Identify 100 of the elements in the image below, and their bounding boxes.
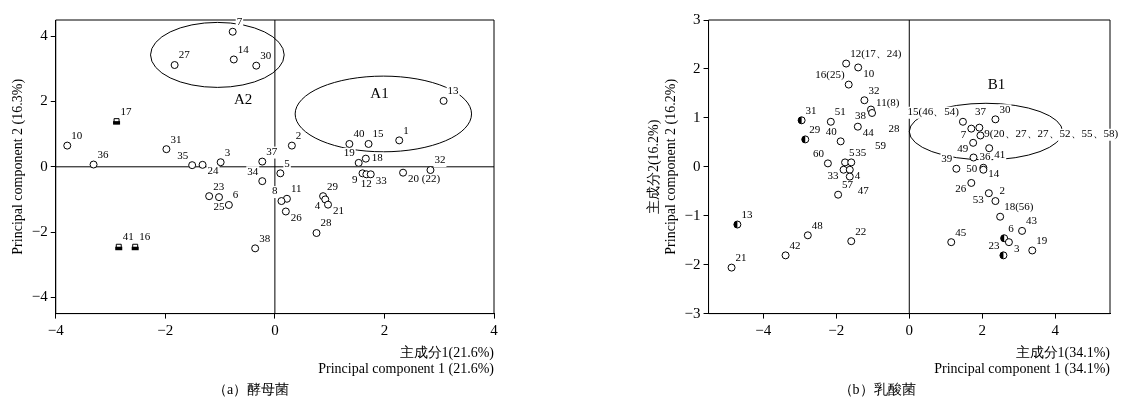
text: （b）乳酸菌 xyxy=(838,382,916,398)
annotation: 2 xyxy=(999,184,1005,197)
y-tick-label: 4 xyxy=(40,27,49,44)
annotation: 59 xyxy=(874,138,887,151)
x-tick-label: 0 xyxy=(905,321,914,338)
annotation: A1 xyxy=(370,85,389,102)
annotation: 9 xyxy=(352,172,359,185)
annotation: 32 xyxy=(434,153,446,166)
annotation: 4 xyxy=(854,169,861,182)
annotation: 40 xyxy=(825,124,838,137)
annotation: 35 xyxy=(855,145,867,158)
y-tick-label: 2 xyxy=(693,59,701,76)
annotation: 23 xyxy=(988,238,1000,251)
annotation: 27 xyxy=(178,48,191,61)
annotation: 14 xyxy=(988,167,1000,180)
x-tick-label: −2 xyxy=(157,321,174,338)
annotation: 28 xyxy=(320,216,333,229)
annotation: 36 xyxy=(97,147,110,160)
x-tick-label: 2 xyxy=(978,321,987,338)
annotation: 3 xyxy=(224,145,231,158)
annotation: 31 xyxy=(170,132,182,145)
annotation: 15(46、54) xyxy=(907,105,960,119)
annotation: 48 xyxy=(811,218,824,231)
annotation: 49 xyxy=(957,142,969,155)
annotation: 10 xyxy=(71,128,83,141)
y-tick-label: 2 xyxy=(40,92,48,109)
y-axis-title: 主成分2(16.2%) Principal component 2 (16.2%) xyxy=(646,78,679,255)
annotation: 21 xyxy=(333,204,345,217)
annotation: 37 xyxy=(974,104,987,117)
annotation: 41 xyxy=(994,147,1006,160)
annotation: 6 xyxy=(1008,221,1015,234)
annotation: 16 xyxy=(139,230,151,243)
annotation: 36 xyxy=(979,149,992,162)
annotation: 33 xyxy=(375,173,388,186)
annotation: 12(17、24) xyxy=(850,46,902,60)
annotation: 11(8) xyxy=(876,96,900,110)
annotation: 3 xyxy=(1013,241,1020,254)
annotation: 50 xyxy=(966,162,978,175)
annotation: 13 xyxy=(447,84,460,97)
annotation: 43 xyxy=(1026,214,1038,227)
annotation: 42 xyxy=(789,238,801,251)
text: （a）酵母菌 xyxy=(212,382,290,398)
x-axis-title: 主成分1(21.6%) Principal component 1 (21.6%) xyxy=(318,344,495,378)
x-tick-label: −2 xyxy=(828,321,845,338)
annotation: 25 xyxy=(213,199,225,212)
annotation: 24 xyxy=(207,164,220,177)
annotation: 20 (22) xyxy=(408,172,441,186)
annotation: 23 xyxy=(213,179,225,192)
annotation: 4 xyxy=(314,198,321,211)
annotation: 41 xyxy=(122,230,134,243)
y-tick-label: −1 xyxy=(684,206,701,223)
x-tick-label: 0 xyxy=(271,321,279,338)
y-tick-label: −4 xyxy=(31,288,49,305)
annotation: 29 xyxy=(327,179,339,192)
y-tick-label: 1 xyxy=(693,108,701,125)
y-tick-label: −3 xyxy=(684,304,701,321)
annotation: 28 xyxy=(888,121,900,134)
annotation: 22 xyxy=(855,224,867,237)
annotation: 32 xyxy=(868,83,880,96)
annotation: 12 xyxy=(360,176,372,189)
annotation: 34 xyxy=(247,164,259,177)
annotation: 1 xyxy=(403,123,409,136)
annotation: 26 xyxy=(955,182,967,195)
x-axis-title: 主成分1(34.1%) Principal component 1 (34.1%) xyxy=(934,344,1111,378)
annotation: 35 xyxy=(177,148,189,161)
annotation: 18(56) xyxy=(1004,200,1034,214)
annotation: A2 xyxy=(233,90,253,107)
annotation: 57 xyxy=(842,178,854,191)
annotation: 38 xyxy=(259,231,271,244)
y-tick-label: 3 xyxy=(693,10,701,27)
annotation: 31 xyxy=(805,103,817,116)
annotation: 29 xyxy=(809,122,821,135)
annotation: 51 xyxy=(834,105,846,118)
annotation: 14 xyxy=(237,42,250,55)
annotation: 11 xyxy=(290,182,302,195)
annotation: 33 xyxy=(827,169,840,182)
y-tick-label: −2 xyxy=(684,255,701,272)
x-tick-label: 4 xyxy=(1051,321,1060,338)
annotation: 60 xyxy=(812,146,825,159)
x-tick-label: 4 xyxy=(490,321,499,338)
annotation: 17 xyxy=(120,104,133,117)
annotation: 38 xyxy=(854,108,867,121)
annotation: 44 xyxy=(862,126,875,139)
annotation: 15 xyxy=(372,127,385,140)
annotation: 7 xyxy=(960,128,967,141)
annotation: 10 xyxy=(863,66,875,79)
annotation: 8 xyxy=(271,184,278,197)
annotation: 40 xyxy=(353,127,365,140)
y-tick-label: −2 xyxy=(31,222,48,239)
annotation: 7 xyxy=(236,15,243,28)
x-tick-label: 2 xyxy=(380,321,389,338)
annotation: 16(25) xyxy=(815,67,846,81)
annotation: 37 xyxy=(266,144,278,157)
annotation: 26 xyxy=(290,210,303,223)
annotation: 9(20、27、27、52、55、58) xyxy=(984,127,1119,141)
y-tick-label: 0 xyxy=(40,157,48,174)
annotation: 6 xyxy=(232,188,239,201)
annotation: 30 xyxy=(999,102,1011,115)
annotation: 2 xyxy=(295,128,302,141)
annotation: 47 xyxy=(857,183,870,196)
